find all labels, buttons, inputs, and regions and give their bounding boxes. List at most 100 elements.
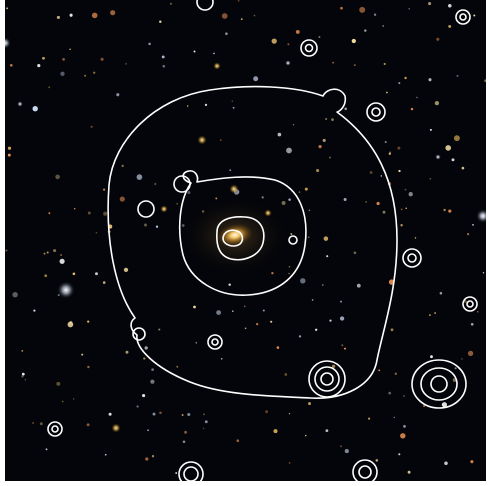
faint-source bbox=[162, 64, 166, 68]
faint-source bbox=[136, 174, 143, 180]
faint-source bbox=[53, 249, 57, 253]
faint-source bbox=[428, 2, 432, 6]
faint-source bbox=[159, 411, 162, 415]
faint-source bbox=[203, 413, 205, 416]
faint-source bbox=[237, 0, 240, 2]
faint-source bbox=[448, 4, 452, 8]
point-source-contour bbox=[178, 461, 204, 481]
faint-source bbox=[304, 187, 308, 191]
faint-source bbox=[295, 29, 300, 34]
sky-svg bbox=[5, 0, 486, 481]
faint-source bbox=[62, 58, 65, 61]
faint-source bbox=[340, 445, 342, 448]
faint-source bbox=[61, 400, 64, 403]
faint-source bbox=[470, 460, 474, 464]
faint-source bbox=[287, 43, 290, 46]
point-source-contour bbox=[173, 175, 191, 193]
faint-source bbox=[32, 106, 38, 112]
faint-source bbox=[265, 410, 269, 414]
faint-source bbox=[81, 353, 84, 356]
faint-source bbox=[400, 433, 406, 439]
faint-source bbox=[93, 71, 96, 74]
faint-source bbox=[104, 453, 107, 456]
point-source-contour bbox=[320, 372, 334, 386]
faint-source bbox=[87, 211, 91, 215]
middle-contour bbox=[178, 170, 307, 296]
point-source-contour bbox=[47, 421, 63, 437]
faint-source bbox=[221, 13, 228, 19]
galaxy bbox=[197, 135, 207, 145]
faint-source bbox=[414, 237, 417, 239]
point-source-contour bbox=[51, 425, 59, 433]
faint-source bbox=[60, 71, 65, 76]
faint-source bbox=[405, 207, 408, 210]
faint-source bbox=[95, 272, 98, 276]
faint-source bbox=[298, 335, 302, 338]
faint-source bbox=[369, 171, 373, 174]
outer-contour bbox=[107, 85, 398, 399]
faint-source bbox=[102, 281, 106, 284]
faint-source bbox=[144, 346, 148, 350]
faint-source bbox=[48, 86, 51, 89]
faint-source bbox=[116, 93, 120, 97]
faint-source bbox=[87, 320, 90, 323]
faint-source bbox=[45, 448, 48, 451]
star bbox=[435, 154, 441, 160]
bright-star bbox=[476, 209, 486, 223]
faint-source bbox=[125, 350, 129, 354]
point-source-contour bbox=[420, 367, 458, 401]
faint-source bbox=[161, 55, 165, 59]
faint-source bbox=[364, 29, 367, 32]
faint-source bbox=[225, 32, 228, 35]
faint-source bbox=[125, 63, 127, 65]
faint-source bbox=[404, 188, 407, 191]
star bbox=[285, 60, 291, 66]
faint-source bbox=[316, 168, 320, 173]
point-source-contour bbox=[402, 248, 422, 268]
faint-source bbox=[308, 209, 311, 211]
faint-source bbox=[318, 145, 322, 149]
faint-source bbox=[7, 153, 11, 157]
faint-source bbox=[193, 50, 196, 53]
faint-source bbox=[86, 423, 90, 427]
point-source-contour bbox=[430, 375, 448, 393]
point-source-contour bbox=[366, 102, 386, 122]
faint-source bbox=[467, 233, 470, 236]
faint-source bbox=[145, 457, 149, 461]
faint-source bbox=[244, 305, 246, 308]
faint-source bbox=[169, 2, 172, 5]
faint-source bbox=[398, 169, 401, 173]
point-source-contour bbox=[358, 465, 372, 479]
faint-source bbox=[410, 107, 414, 111]
galaxy bbox=[264, 209, 272, 217]
point-source-contour bbox=[352, 459, 378, 481]
faint-source bbox=[292, 124, 295, 126]
faint-source bbox=[376, 201, 380, 206]
faint-source bbox=[325, 118, 327, 120]
point-source-contour bbox=[137, 200, 155, 218]
faint-source bbox=[332, 61, 334, 64]
faint-source bbox=[270, 320, 273, 323]
faint-source bbox=[7, 146, 12, 150]
faint-source bbox=[262, 309, 265, 312]
faint-source bbox=[229, 169, 232, 172]
faint-source bbox=[456, 74, 459, 77]
faint-source bbox=[404, 76, 407, 80]
point-source-contour bbox=[300, 39, 318, 57]
faint-source bbox=[373, 13, 377, 16]
faint-source bbox=[307, 236, 310, 238]
faint-source bbox=[228, 283, 231, 286]
faint-source bbox=[187, 191, 191, 195]
faint-source bbox=[318, 35, 321, 39]
faint-source bbox=[398, 453, 401, 456]
sky-image bbox=[5, 0, 486, 481]
faint-source bbox=[42, 56, 45, 60]
faint-source bbox=[439, 291, 443, 295]
faint-source bbox=[389, 151, 391, 153]
faint-source bbox=[240, 18, 243, 21]
faint-source bbox=[353, 251, 357, 255]
faint-source bbox=[253, 14, 256, 17]
faint-source bbox=[39, 422, 43, 426]
faint-source bbox=[448, 209, 452, 213]
faint-source bbox=[150, 379, 155, 384]
